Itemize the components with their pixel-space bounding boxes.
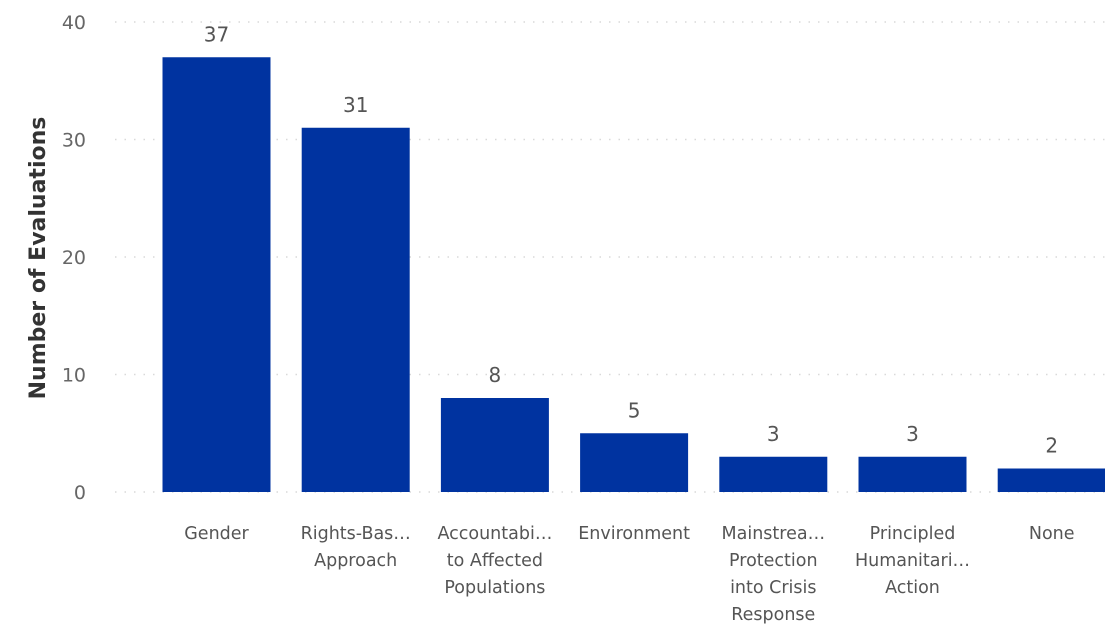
x-category-label-line: None: [1029, 524, 1075, 544]
data-label: 37: [204, 22, 229, 46]
x-category-label: Accountabi… to Affected Populations: [437, 524, 552, 598]
x-category-label-line: Gender: [184, 524, 249, 544]
y-axis-title: Number of Evaluations: [26, 117, 51, 400]
bar[interactable]: [997, 468, 1105, 493]
x-category-label-line: Approach: [314, 551, 397, 571]
x-category-label-line: to Affected: [447, 551, 543, 571]
x-category-label-line: Action: [885, 578, 940, 598]
y-tick-label: 0: [74, 482, 86, 504]
data-label: 2: [1045, 434, 1058, 458]
bar[interactable]: [162, 57, 271, 492]
x-category-label-line: Protection: [729, 551, 818, 571]
y-axis-ticks: 0 10 20 30 40: [62, 12, 86, 504]
bar[interactable]: [858, 456, 967, 492]
x-category-label-line: Populations: [444, 578, 545, 598]
bar[interactable]: [301, 127, 410, 492]
data-label: 8: [489, 363, 502, 387]
data-label: 5: [628, 398, 641, 422]
x-category-label-line: Humanitari…: [855, 551, 970, 571]
x-category-label-line: Environment: [578, 524, 690, 544]
x-category-label: Environment: [578, 524, 690, 544]
y-tick-label: 30: [62, 130, 86, 152]
bars: [162, 57, 1105, 493]
x-category-label-line: into Crisis: [730, 578, 816, 598]
y-tick-label: 20: [62, 247, 86, 269]
y-tick-label: 10: [62, 365, 86, 387]
y-tick-label: 40: [62, 12, 86, 34]
x-category-label: Rights-Bas… Approach: [301, 524, 411, 571]
x-category-label-line: Rights-Bas…: [301, 524, 411, 544]
x-category-label-line: Accountabi…: [437, 524, 552, 544]
x-category-label: None: [1029, 524, 1075, 544]
data-label: 3: [767, 422, 780, 446]
x-category-label-line: Mainstrea…: [722, 524, 826, 544]
bar[interactable]: [719, 456, 828, 492]
x-category-label-line: Response: [731, 605, 815, 625]
bar[interactable]: [440, 398, 549, 492]
x-axis-categories: Gender Rights-Bas… Approach Accountabi… to A…: [184, 524, 1074, 625]
x-category-label: Mainstrea… Protection into Crisis Response: [722, 524, 826, 625]
bar[interactable]: [580, 433, 689, 492]
data-labels: 37 31 8 5 3 3 2: [204, 22, 1058, 457]
x-category-label: Gender: [184, 524, 249, 544]
data-label: 31: [343, 93, 368, 117]
data-label: 3: [906, 422, 919, 446]
x-category-label: Principled Humanitari… Action: [855, 524, 970, 598]
x-category-label-line: Principled: [870, 524, 956, 544]
